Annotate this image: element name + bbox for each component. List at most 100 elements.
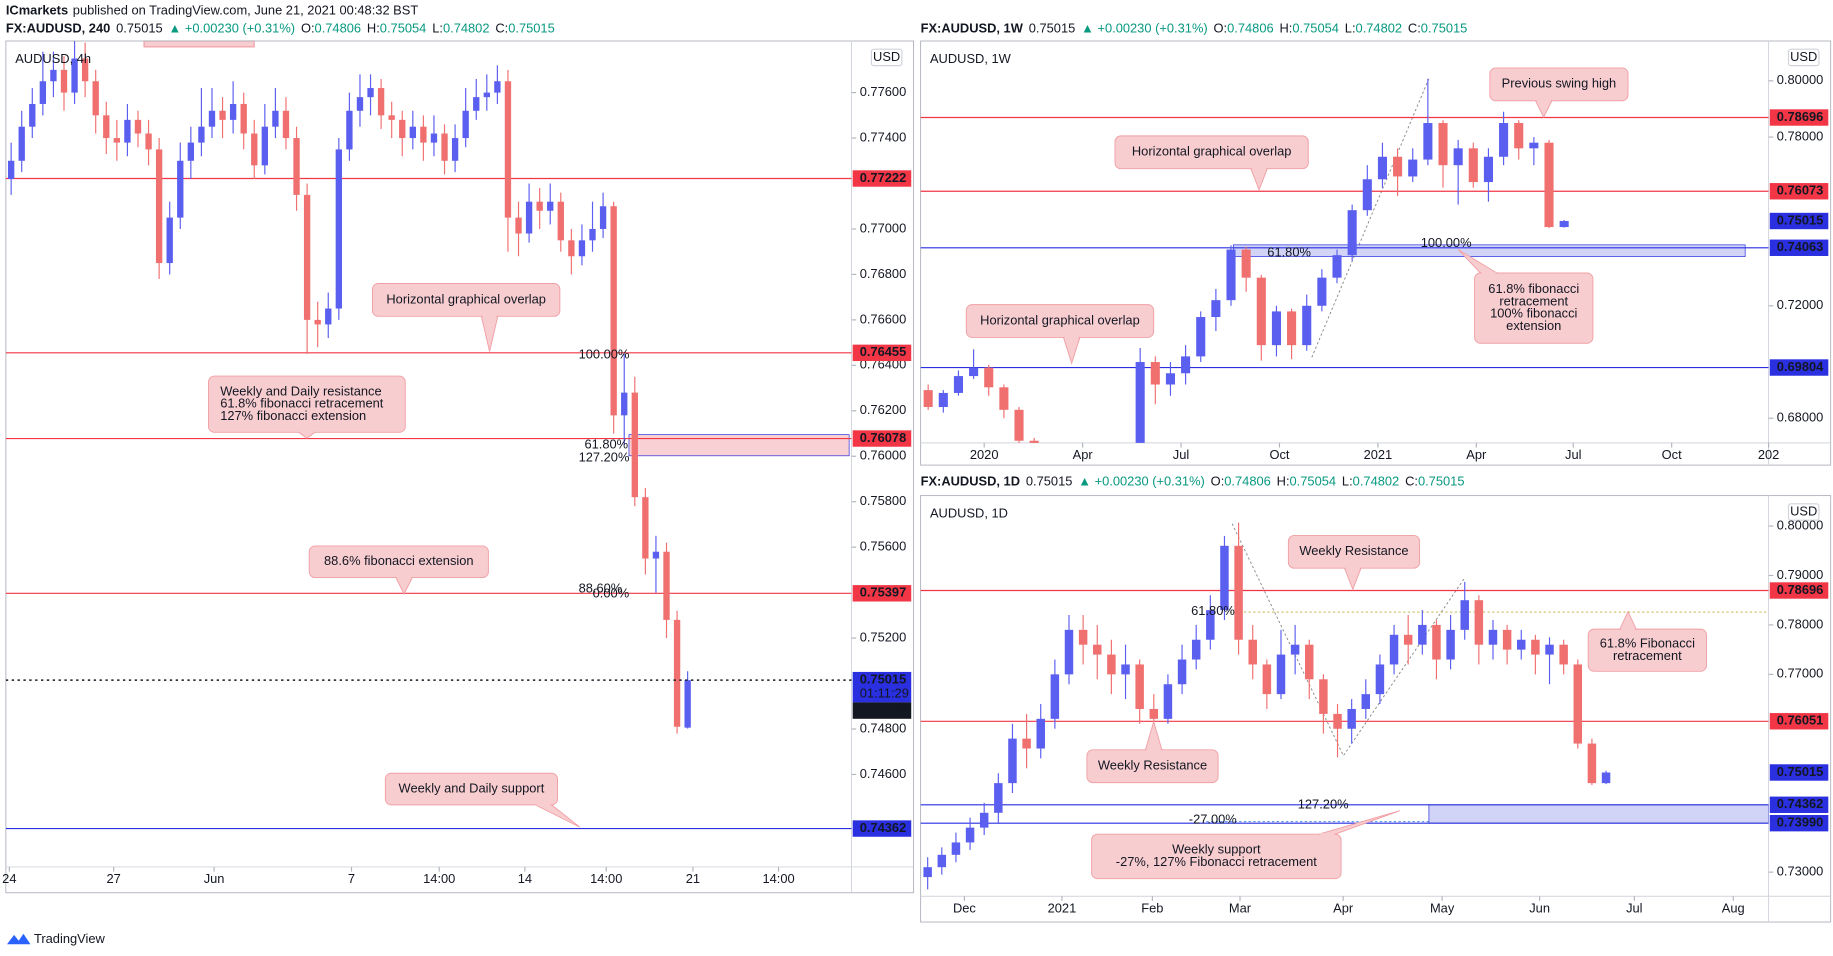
candle-body (177, 160, 184, 218)
y-tick-label: 0.78000 (1777, 616, 1824, 631)
candle-body (1559, 221, 1569, 228)
candle-body (999, 387, 1009, 410)
candle-body (1446, 629, 1455, 660)
candle-body (1393, 156, 1403, 177)
candle-body (229, 103, 237, 120)
candle-body (536, 201, 543, 211)
candle-body (1317, 277, 1327, 306)
x-tick-label: Aug (1722, 901, 1745, 916)
x-tick-label: 27 (107, 871, 121, 886)
fib-label: 61.80% (1191, 603, 1235, 618)
candle-body (1014, 409, 1024, 441)
candle-body (103, 115, 110, 139)
change: ▲ +0.00230 (+0.31%) (169, 21, 296, 36)
candle-body (39, 81, 47, 104)
fib-label: 127.20% (579, 449, 630, 464)
candle-body (1196, 317, 1206, 357)
panel-border (920, 40, 1832, 466)
ohlc-key: H: (1280, 21, 1293, 36)
candle-body (1163, 684, 1173, 719)
price-badge (1769, 713, 1829, 730)
candle-body (951, 842, 961, 855)
ohlc-value: 0.75054 (380, 21, 427, 36)
price-badge-label: 0.76078 (860, 430, 907, 445)
candle-body (525, 201, 533, 234)
last-price-label: 0.75015 (1777, 764, 1824, 779)
candle-body (1319, 679, 1328, 714)
price-badge-label: 0.69804 (1777, 359, 1824, 374)
price-badge (852, 820, 912, 837)
candle-body (1241, 249, 1251, 278)
chart-header: FX:AUDUSD, 1D 0.75015 ▲ +0.00230 (+0.31%) O… (921, 474, 1465, 489)
candle-body (494, 81, 501, 93)
price-badge (1769, 814, 1829, 832)
x-tick-label: Apr (1333, 901, 1354, 916)
candle-body (515, 217, 522, 234)
candle-body (1418, 624, 1427, 645)
ohlc-value: 0.74806 (315, 21, 362, 36)
callout-text: retracement (1499, 293, 1568, 308)
candle-body (1573, 664, 1583, 744)
ohlc-key: C: (1408, 21, 1421, 36)
candle-body (1362, 179, 1372, 211)
x-tick-label: 24 (2, 871, 16, 886)
ohlc-value: 0.75015 (508, 21, 555, 36)
candle-body (208, 110, 216, 127)
callout-text: Weekly Resistance (1098, 758, 1207, 773)
x-tick-label: Jun (1529, 901, 1550, 916)
zone (1428, 804, 1769, 824)
callout-text: Weekly Resistance (1299, 543, 1408, 558)
candle-body (261, 126, 269, 166)
candle-body (1545, 644, 1554, 655)
candle-body (1165, 373, 1175, 385)
candle-body (1135, 664, 1144, 709)
fib-label: 88.60% (579, 581, 623, 596)
candle-body (568, 240, 575, 257)
candle-body (1290, 644, 1300, 655)
candle-body (441, 133, 448, 161)
last-price-badge (1769, 212, 1829, 230)
y-tick-label: 0.79000 (1777, 567, 1824, 582)
candle-body (673, 619, 681, 727)
candle-body (1361, 694, 1371, 709)
x-tick-label: 7 (348, 871, 355, 886)
candle-body (1531, 639, 1540, 655)
callout-box (1114, 135, 1309, 170)
ohlc-value: 0.74806 (1227, 21, 1274, 36)
candle-body (187, 142, 195, 161)
callout-box (1489, 67, 1629, 102)
candle-body (272, 110, 279, 127)
ohlc-value: 0.75054 (1290, 474, 1337, 489)
panel-border (5, 40, 915, 894)
candle-body (1093, 644, 1102, 655)
price-badge (1769, 359, 1829, 376)
candle-body (1347, 708, 1356, 729)
y-tick-label: 0.76800 (860, 266, 907, 281)
last-price-badge (1769, 764, 1829, 781)
candle-body (473, 97, 480, 111)
candle-body (113, 138, 121, 143)
candle-body (18, 126, 25, 161)
fib-label: 0.00% (593, 585, 630, 600)
candle-body (1271, 311, 1281, 346)
candle-body (293, 138, 300, 195)
callout-text: 88.6% fibonacci extension (324, 553, 474, 568)
candle-body (1460, 600, 1469, 630)
candle-body (1529, 142, 1539, 149)
y-tick-label: 0.77000 (1777, 666, 1824, 681)
ohlc-value: 0.74806 (1224, 474, 1271, 489)
callout-text: 127% fibonacci extension (220, 408, 366, 423)
callout-text: Horizontal graphical overlap (386, 291, 546, 306)
fib-label: 100.00% (1421, 235, 1472, 250)
callout-text: Weekly and Daily resistance (220, 383, 381, 398)
candle-body (303, 194, 311, 320)
price-badge (852, 344, 912, 362)
y-tick-label: 0.74800 (860, 720, 907, 735)
candle-body (430, 133, 438, 143)
y-tick-label: 0.77000 (860, 220, 907, 235)
ohlc-key: H: (1277, 474, 1290, 489)
candle-body (1008, 738, 1017, 784)
candle-body (1544, 142, 1554, 228)
candle-body (1036, 718, 1045, 749)
